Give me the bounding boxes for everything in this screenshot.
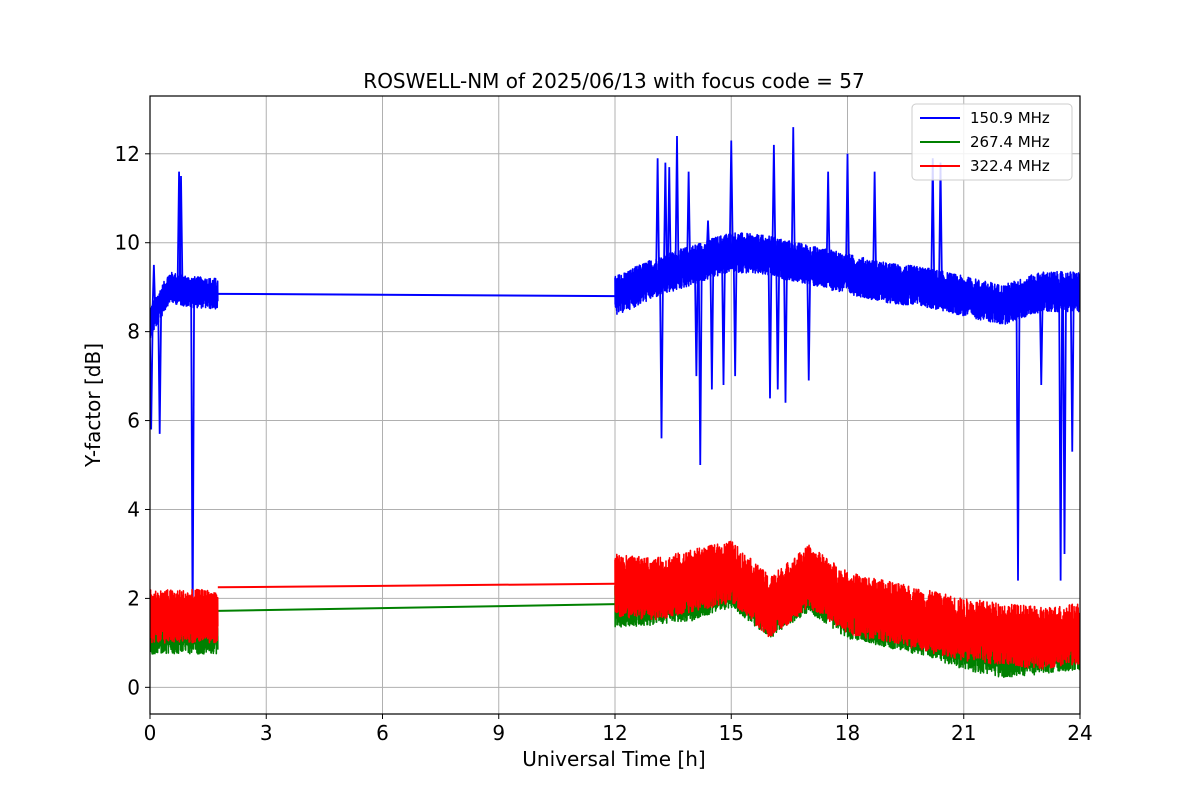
- x-tick-label: 0: [144, 721, 157, 745]
- x-tick-label: 9: [492, 721, 505, 745]
- x-tick-label: 12: [602, 721, 627, 745]
- y-axis-label: Y-factor [dB]: [81, 343, 105, 468]
- series-spike: [662, 162, 668, 275]
- series-spike: [705, 220, 711, 260]
- legend-entry: 322.4 MHz: [970, 157, 1050, 175]
- y-tick-label: 12: [115, 142, 140, 166]
- series-spike: [655, 158, 661, 277]
- series-spike: [728, 140, 734, 252]
- x-axis: 0 3 6 9 12 15 18 21 24: [144, 714, 1093, 745]
- series-spike: [721, 254, 726, 386]
- series-spike: [775, 257, 781, 390]
- gap-connector-line: [217, 603, 616, 612]
- series-spike: [1069, 291, 1075, 452]
- series-spike: [1038, 291, 1044, 386]
- series-spike: [693, 263, 699, 377]
- x-tick-label: 24: [1067, 721, 1092, 745]
- series-spike: [1062, 291, 1067, 554]
- series-150-9-mhz: [150, 127, 1080, 630]
- series-spike: [845, 153, 850, 274]
- series-line: [150, 271, 219, 339]
- gap-connector-line: [217, 582, 616, 589]
- x-tick-label: 21: [951, 721, 976, 745]
- series-line: [614, 232, 1080, 325]
- series-spike: [151, 264, 157, 316]
- series-spike: [666, 167, 672, 273]
- series-line: [614, 540, 1080, 670]
- series-spike: [674, 136, 680, 271]
- chart-title: ROSWELL-NM of 2025/06/13 with focus code…: [363, 69, 864, 93]
- y-tick-label: 8: [127, 320, 140, 344]
- series-spike: [709, 258, 715, 390]
- x-axis-label: Universal Time [h]: [522, 747, 705, 771]
- series-spike: [659, 275, 664, 439]
- y-tick-label: 6: [127, 409, 140, 433]
- series-spike: [678, 268, 684, 283]
- series-spike: [686, 171, 692, 267]
- x-tick-label: 18: [835, 721, 860, 745]
- gap-connector-line: [217, 292, 616, 298]
- series-spike: [178, 176, 184, 290]
- y-tick-label: 2: [127, 586, 140, 610]
- series-spike: [157, 304, 163, 434]
- x-tick-label: 15: [719, 721, 744, 745]
- series-layer: [150, 127, 1080, 679]
- series-spike: [825, 171, 831, 270]
- y-tick-label: 10: [115, 231, 140, 255]
- series-spike: [732, 252, 738, 377]
- series-spike: [872, 171, 878, 281]
- legend-entry: 150.9 MHz: [970, 109, 1050, 127]
- series-spike: [790, 127, 796, 262]
- series-322-4-mhz: [150, 540, 1080, 670]
- y-axis: 0 2 4 6 8 10 12: [115, 142, 150, 699]
- series-spike: [771, 144, 777, 257]
- y-tick-label: 4: [127, 497, 140, 521]
- series-line: [150, 588, 219, 644]
- legend-box: [911, 103, 1073, 181]
- x-tick-label: 6: [376, 721, 389, 745]
- legend-entry: 267.4 MHz: [970, 133, 1050, 151]
- x-tick-label: 3: [260, 721, 273, 745]
- legend: 150.9 MHz 267.4 MHz 322.4 MHz: [911, 103, 1073, 181]
- series-spike: [806, 264, 812, 381]
- y-tick-label: 0: [127, 675, 140, 699]
